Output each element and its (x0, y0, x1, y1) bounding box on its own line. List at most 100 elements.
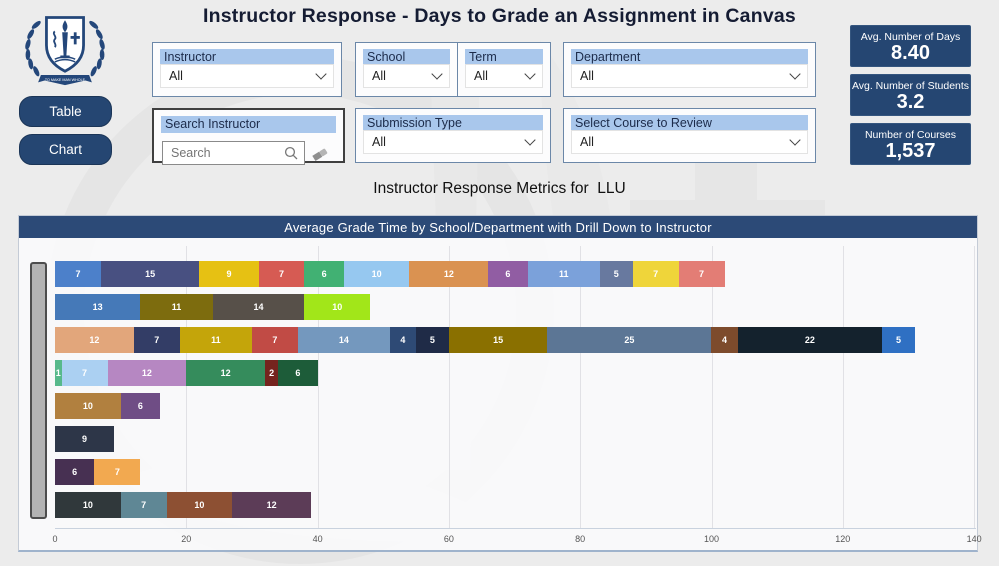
x-axis-tick-label: 120 (835, 534, 851, 544)
bar-segment[interactable]: 12 (232, 492, 311, 518)
kpi-avg-students-value: 3.2 (896, 91, 925, 113)
bar-segment[interactable]: 12 (186, 360, 266, 386)
x-axis-tick-label: 100 (703, 534, 720, 544)
bar-segment[interactable]: 7 (133, 327, 180, 353)
bar-segment[interactable]: 12 (409, 261, 489, 287)
chevron-down-icon (524, 68, 536, 80)
gridline (580, 246, 582, 528)
cross-icon (70, 32, 80, 45)
x-axis-tick-label: 60 (443, 534, 454, 544)
bar-segment[interactable]: 10 (55, 393, 121, 419)
search-instructor-filter: Search Instructor (152, 108, 345, 165)
eraser-icon[interactable] (311, 146, 329, 162)
department-dropdown-value: All (580, 69, 594, 83)
instructor-dropdown-value: All (169, 69, 183, 83)
select-course-filter: Select Course to Review All (563, 108, 816, 163)
kpi-avg-students-card: Avg. Number of Students 3.2 (850, 74, 971, 116)
term-filter: Term All (457, 42, 551, 97)
chevron-down-icon (789, 68, 801, 80)
bar-segment[interactable]: 12 (107, 360, 187, 386)
gridline (448, 246, 450, 528)
select-course-dropdown-value: All (580, 135, 594, 149)
bar-segment[interactable]: 7 (632, 261, 679, 287)
gridline (317, 246, 319, 528)
term-dropdown-value: All (474, 69, 488, 83)
bar-segment[interactable]: 11 (140, 294, 213, 320)
term-dropdown[interactable]: All (465, 64, 543, 88)
bar-segment[interactable]: 5 (599, 261, 633, 287)
bar-segment[interactable]: 7 (94, 459, 141, 485)
search-icon (284, 146, 298, 160)
select-course-dropdown[interactable]: All (571, 130, 808, 154)
bar-row: 13 11 14 10 (55, 294, 371, 320)
bar-segment[interactable]: 6 (55, 459, 95, 485)
bar-segment[interactable]: 10 (304, 294, 371, 320)
x-axis-tick-label: 40 (312, 534, 323, 544)
caduceus-icon (52, 30, 57, 48)
bar-segment[interactable]: 7 (251, 327, 298, 353)
bar-segment[interactable]: 10 (55, 492, 121, 518)
bar-segment[interactable]: 10 (166, 492, 233, 518)
bar-segment[interactable]: 25 (547, 327, 712, 353)
gridline (186, 246, 188, 528)
bar-segment[interactable]: 9 (199, 261, 259, 287)
submission-type-filter: Submission Type All (355, 108, 551, 163)
instructor-filter: Instructor All (152, 42, 342, 97)
metrics-subtitle: Instructor Response Metrics for LLU (373, 180, 626, 197)
kpi-courses-card: Number of Courses 1,537 (850, 123, 971, 165)
bar-row: 10 6 (55, 393, 161, 419)
department-dropdown[interactable]: All (571, 64, 808, 88)
bar-segment[interactable]: 11 (527, 261, 600, 287)
bar-segment[interactable]: 5 (416, 327, 449, 353)
bar-segment[interactable]: 12 (55, 327, 134, 353)
bar-segment[interactable]: 22 (737, 327, 883, 353)
chevron-down-icon (315, 68, 327, 80)
bar-row: 12 7 11 7 14 4 5 15 25 4 22 5 (55, 327, 915, 353)
kpi-avg-days-card: Avg. Number of Days 8.40 (850, 25, 971, 67)
bar-segment[interactable]: 10 (343, 261, 410, 287)
bar-segment[interactable]: 11 (179, 327, 252, 353)
bar-segment[interactable]: 2 (265, 360, 279, 386)
chart-title: Average Grade Time by School/Department … (284, 219, 712, 235)
seal-motto: TO MAKE MAN WHOLE (45, 78, 86, 82)
bar-segment[interactable]: 9 (55, 426, 115, 452)
bar-segment[interactable]: 6 (278, 360, 318, 386)
torch-flame-icon (62, 20, 68, 33)
chart-scrollbar[interactable] (30, 262, 47, 519)
bar-segment[interactable]: 7 (55, 261, 101, 287)
bar-segment[interactable]: 6 (120, 393, 161, 419)
chart-button[interactable]: Chart (19, 134, 112, 165)
bar-segment[interactable]: 7 (678, 261, 725, 287)
bar-row: 7 15 9 7 6 10 12 6 11 5 7 7 (55, 261, 725, 287)
bar-segment[interactable]: 4 (389, 327, 417, 353)
bar-segment[interactable]: 6 (488, 261, 528, 287)
bar-segment[interactable]: 4 (711, 327, 738, 353)
bar-segment[interactable]: 14 (212, 294, 305, 320)
bar-segment[interactable]: 6 (304, 261, 344, 287)
torch-icon (62, 32, 68, 56)
bar-segment[interactable]: 5 (882, 327, 915, 353)
search-input[interactable] (163, 146, 284, 160)
bar-segment[interactable]: 7 (61, 360, 108, 386)
table-button-label: Table (49, 104, 82, 119)
instructor-dropdown[interactable]: All (160, 64, 334, 88)
table-button[interactable]: Table (19, 96, 112, 127)
school-dropdown[interactable]: All (363, 64, 450, 88)
chart-title-bar: Average Grade Time by School/Department … (19, 216, 977, 238)
bar-segment[interactable]: 15 (448, 327, 548, 353)
submission-type-dropdown[interactable]: All (363, 130, 543, 154)
bar-row: 9 (55, 426, 115, 452)
bar-segment[interactable]: 15 (100, 261, 200, 287)
x-axis-tick-label: 140 (966, 534, 982, 544)
chart-button-label: Chart (48, 142, 82, 157)
x-axis-tick-label: 0 (52, 534, 58, 544)
bar-row: 10 7 10 12 (55, 492, 311, 518)
bar-segment[interactable]: 7 (258, 261, 305, 287)
bar-segment[interactable]: 13 (55, 294, 141, 320)
bar-segment[interactable]: 14 (297, 327, 390, 353)
submission-type-dropdown-value: All (372, 135, 386, 149)
grade-time-chart: Average Grade Time by School/Department … (18, 215, 982, 552)
bar-segment[interactable]: 7 (120, 492, 167, 518)
